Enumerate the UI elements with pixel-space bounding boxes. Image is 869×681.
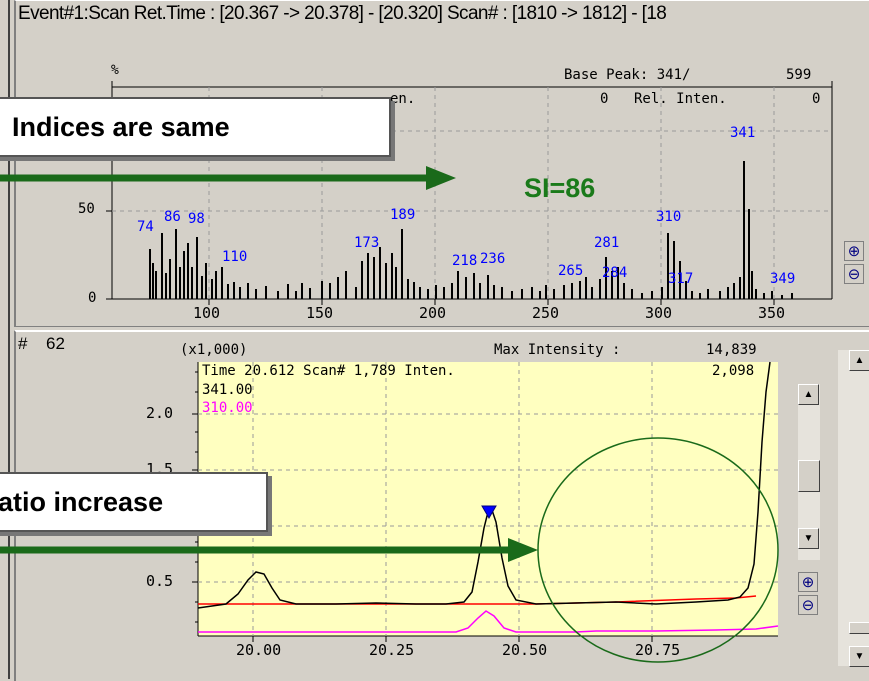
spectrum-peaks xyxy=(149,161,793,299)
si-value: SI=86 xyxy=(524,173,596,203)
y-tick-50: 50 xyxy=(78,201,95,217)
hash-label: # xyxy=(18,334,28,353)
base-peak-label: Base Peak: 341/ xyxy=(564,67,691,83)
peak-label: 317 xyxy=(668,271,694,287)
intensity-scroll-thumb[interactable] xyxy=(798,460,820,492)
rel-inten-zero: 0 xyxy=(600,91,609,107)
rel-inten-label: Rel. Inten. xyxy=(634,91,727,107)
percent-label: % xyxy=(111,63,119,78)
x-tick-200: 200 xyxy=(419,304,447,322)
callout-indices-same: Indices are same xyxy=(0,97,391,157)
peak-label: 341 xyxy=(730,125,756,141)
window-scroll-up-icon[interactable]: ▲ xyxy=(849,350,869,371)
peak-label: 173 xyxy=(354,235,380,251)
x-tick-20-25: 20.25 xyxy=(369,641,415,659)
trace-341-label: 341.00 xyxy=(202,382,253,398)
cursor-info: Time 20.612 Scan# 1,789 Inten. xyxy=(202,363,455,379)
x-tick-20-75: 20.75 xyxy=(635,641,681,659)
x-tick-20-50: 20.50 xyxy=(502,641,548,659)
left-window-edge xyxy=(0,0,10,679)
y-tick-0: 0 xyxy=(88,290,97,306)
peak-label: 110 xyxy=(222,249,248,265)
peak-label: 218 xyxy=(452,253,478,269)
x-tick-300: 300 xyxy=(645,304,673,322)
zoom-out-icon[interactable]: ⊖ xyxy=(798,595,818,615)
spectrum-plot xyxy=(106,81,833,305)
peak-label: 284 xyxy=(602,265,628,281)
peak-label: 281 xyxy=(594,235,620,251)
x-tick-150: 150 xyxy=(306,304,334,322)
peak-label: 189 xyxy=(390,207,416,223)
cursor-info-value: 2,098 xyxy=(712,363,755,379)
rel-inten-tail: 0 xyxy=(812,91,821,107)
spectrum-panel: Event#1:Scan Ret.Time : [20.367 -> 20.37… xyxy=(14,0,869,326)
max-intensity-label: Max Intensity : xyxy=(494,342,621,358)
window-scroll-down-icon[interactable]: ▼ xyxy=(849,646,869,667)
x-tick-100: 100 xyxy=(193,304,221,322)
zoom-in-icon[interactable]: ⊕ xyxy=(844,241,864,261)
peak-label: 236 xyxy=(480,251,506,267)
rel-inten-fragment: en. xyxy=(390,91,416,107)
y-tick-0-5: 0.5 xyxy=(146,572,174,590)
scan-header: Event#1:Scan Ret.Time : [20.367 -> 20.37… xyxy=(18,3,667,24)
multiplier-label: (x1,000) xyxy=(180,342,248,358)
peak-label: 86 xyxy=(164,209,181,225)
x-tick-350: 350 xyxy=(758,304,786,322)
zoom-out-icon[interactable]: ⊖ xyxy=(844,264,864,284)
scroll-down-icon[interactable]: ▼ xyxy=(798,528,819,549)
peak-marker-icon xyxy=(481,505,497,519)
peak-label: 98 xyxy=(188,211,205,227)
callout-ratio-increase: atio increase xyxy=(0,472,268,532)
y-tick-2-0: 2.0 xyxy=(146,404,174,422)
peak-label: 310 xyxy=(656,209,682,225)
window-scroll-thumb[interactable] xyxy=(849,622,869,634)
peak-label: 74 xyxy=(137,219,154,235)
scroll-up-icon[interactable]: ▲ xyxy=(798,384,819,405)
peak-label: 265 xyxy=(558,263,584,279)
max-intensity-value: 14,839 xyxy=(706,342,757,358)
peak-label: 349 xyxy=(770,271,796,287)
x-tick-250: 250 xyxy=(532,304,560,322)
x-tick-20-00: 20.00 xyxy=(236,641,282,659)
zoom-in-icon[interactable]: ⊕ xyxy=(798,572,818,592)
hash-value: 62 xyxy=(46,334,65,353)
base-peak-value: 599 xyxy=(786,67,812,83)
window-scrollbar-track[interactable] xyxy=(838,350,869,666)
trace-310-label: 310.00 xyxy=(202,400,253,416)
